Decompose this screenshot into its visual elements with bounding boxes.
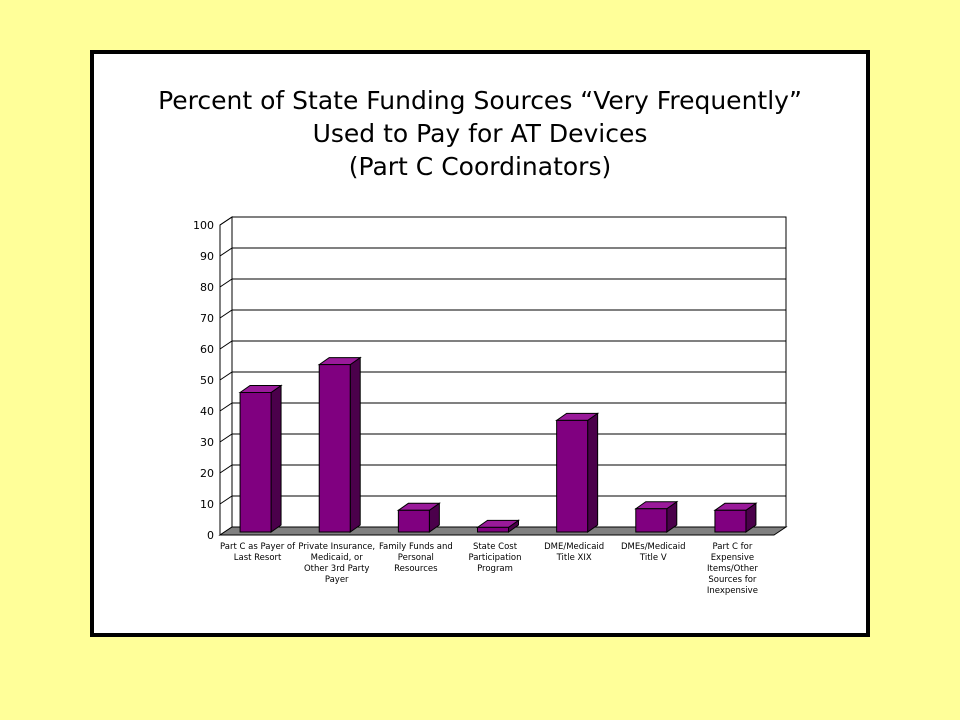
x-tick-label-line: Other 3rd Party xyxy=(304,564,370,574)
y-tick-label: 100 xyxy=(193,219,214,232)
x-tick-label-line: Title V xyxy=(639,553,667,563)
y-tick-label: 60 xyxy=(200,343,214,356)
bar xyxy=(635,508,668,533)
x-tick-label-line: Resources xyxy=(394,564,438,574)
x-tick-label-line: Title XIX xyxy=(556,553,592,563)
x-tick-label-line: Expensive xyxy=(711,553,754,563)
bar-side xyxy=(270,384,282,533)
bar xyxy=(397,509,430,533)
x-tick-label-line: Inexpensive xyxy=(707,586,758,596)
x-tick-label-line: Medicaid, or xyxy=(311,553,364,563)
y-tick-label: 0 xyxy=(207,529,214,542)
x-tick-label-line: Last Resort xyxy=(234,553,282,563)
title-line-2: Used to Pay for AT Devices xyxy=(312,119,648,148)
x-tick-label-line: Participation xyxy=(468,553,521,563)
gridline xyxy=(219,433,786,443)
title-line-3: (Part C Coordinators) xyxy=(348,152,612,181)
x-tick-label: DMEs/Medicaid Title V xyxy=(621,542,686,563)
x-tick-label-line: State Cost xyxy=(473,542,518,552)
bar xyxy=(318,364,351,533)
gridline xyxy=(219,216,786,226)
chart-panel: Percent of State Funding Sources “Very F… xyxy=(90,50,870,637)
gridline xyxy=(219,464,786,474)
x-tick-label-line: Private Insurance, xyxy=(298,542,375,552)
y-tick-label: 70 xyxy=(200,312,214,325)
gridline xyxy=(219,371,786,381)
chart-title: Percent of State Funding Sources “Very F… xyxy=(94,84,866,183)
x-tick-label-line: Personal xyxy=(398,553,434,563)
x-tick-label-line: Items/Other xyxy=(707,564,758,574)
x-tick-label: Family Funds and Personal Resources xyxy=(379,542,453,574)
x-tick-label-line: Sources for xyxy=(708,575,757,585)
gridline xyxy=(219,278,786,288)
x-tick-label-line: Payer xyxy=(325,575,349,585)
gridline xyxy=(219,340,786,350)
y-tick-label: 80 xyxy=(200,281,214,294)
y-tick-label: 20 xyxy=(200,467,214,480)
x-tick-label: State Cost Participation Program xyxy=(468,542,521,574)
bar-side xyxy=(587,412,599,533)
gridline xyxy=(219,495,786,505)
bar xyxy=(556,419,589,533)
x-tick-label-line: Program xyxy=(477,564,513,574)
x-tick-label: DME/Medicaid Title XIX xyxy=(544,542,604,563)
y-tick-label: 30 xyxy=(200,436,214,449)
x-tick-label-line: DMEs/Medicaid xyxy=(621,542,686,552)
bar-side xyxy=(349,356,361,533)
bar-chart: 0 10 20 30 40 50 60 70 80 90 100 Part C as Payer of… xyxy=(193,216,788,596)
y-tick-label: 50 xyxy=(200,374,214,387)
x-tick-label: Part C for Expensive Items/Other Sources fo… xyxy=(707,542,758,596)
bar xyxy=(714,509,747,533)
y-tick-label: 40 xyxy=(200,405,214,418)
y-tick-label: 10 xyxy=(200,498,214,511)
x-tick-label: Private Insurance, Medicaid, or Other 3rd … xyxy=(298,542,375,585)
gridline xyxy=(219,402,786,412)
x-tick-label: Part C as Payer of Last Resort xyxy=(220,542,296,563)
bar xyxy=(477,526,509,533)
title-line-1: Percent of State Funding Sources “Very F… xyxy=(158,86,802,115)
gridline xyxy=(219,247,786,257)
x-tick-label-line: Family Funds and xyxy=(379,542,453,552)
x-tick-label-line: Part C for xyxy=(713,542,753,552)
y-tick-label: 90 xyxy=(200,250,214,263)
x-tick-label-line: DME/Medicaid xyxy=(544,542,604,552)
gridline xyxy=(219,309,786,319)
x-tick-label-line: Part C as Payer of xyxy=(220,542,296,552)
bar xyxy=(239,392,272,533)
